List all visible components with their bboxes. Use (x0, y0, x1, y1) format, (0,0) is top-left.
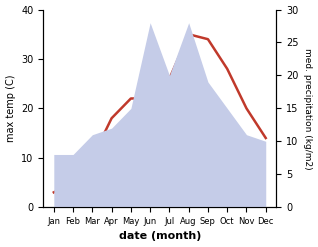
Y-axis label: med. precipitation (kg/m2): med. precipitation (kg/m2) (303, 48, 313, 169)
X-axis label: date (month): date (month) (119, 231, 201, 242)
Y-axis label: max temp (C): max temp (C) (5, 75, 16, 142)
